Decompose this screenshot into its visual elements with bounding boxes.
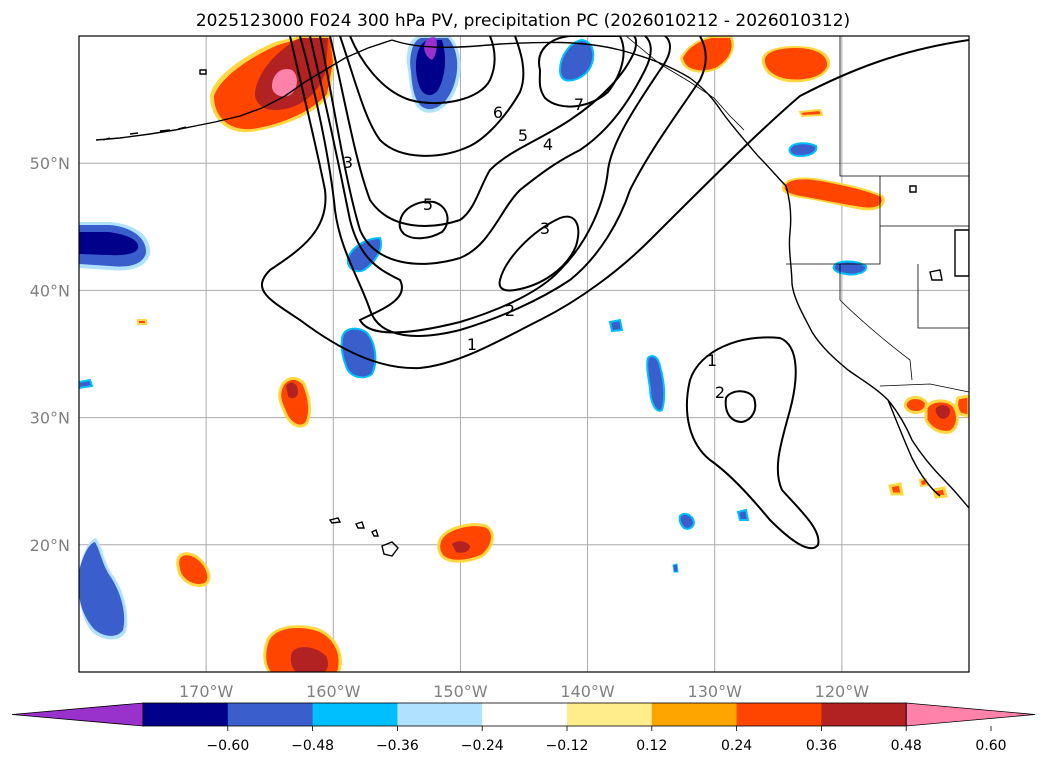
precip-negative-area xyxy=(678,513,696,530)
colorbar-extend-min xyxy=(11,702,144,727)
pv-contour-line xyxy=(329,36,638,227)
precip-negative-area xyxy=(736,508,750,521)
colorbar-tick-label: 0.12 xyxy=(636,738,667,754)
precip-positive-area xyxy=(272,68,297,97)
colorbar-tick-label: −0.12 xyxy=(546,738,589,754)
graticule xyxy=(79,36,969,672)
colorbar-swatch xyxy=(312,703,398,726)
pv-contour-line xyxy=(724,390,757,424)
longitude-tick-label: 160°W xyxy=(306,682,361,701)
pv-contour-label: 5 xyxy=(423,195,433,214)
longitude-tick-label: 150°W xyxy=(433,682,488,701)
colorbar-tick-label: 0.36 xyxy=(806,738,837,754)
longitude-tick-label: 140°W xyxy=(560,682,615,701)
precip-negative-area xyxy=(79,378,94,390)
precip-positive-area xyxy=(286,382,298,399)
latitude-tick-label: 20°N xyxy=(30,536,70,555)
precip-negative-area xyxy=(79,232,139,256)
pv-contour-line xyxy=(260,36,969,370)
precip-negative-area xyxy=(672,563,679,573)
precip-positive-area xyxy=(176,552,211,588)
pv-contour-label: 1 xyxy=(707,351,717,370)
pv-contour-label: 3 xyxy=(343,153,353,172)
pv-contour-label: 2 xyxy=(715,383,725,402)
pv-contour-line xyxy=(538,36,625,108)
precip-positive-area xyxy=(935,405,950,419)
latitude-tick-label: 50°N xyxy=(30,154,70,173)
pv-contour-label: 4 xyxy=(543,135,553,154)
colorbar-swatch xyxy=(143,703,229,726)
latitude-tick-label: 30°N xyxy=(30,409,70,428)
pv-contour-label: 1 xyxy=(467,335,477,354)
precip-positive-area xyxy=(683,38,732,71)
precip-positive-area xyxy=(764,48,828,80)
colorbar-swatch xyxy=(227,703,314,726)
pv-contour-label: 5 xyxy=(518,126,528,145)
precip-negative-area xyxy=(424,37,437,60)
colorbar-tick-label: 0.24 xyxy=(721,738,752,754)
precip-positive-area xyxy=(137,319,147,325)
colorbar-outline xyxy=(142,702,907,727)
pv-contour-label: 7 xyxy=(574,95,584,114)
precip-negative-area xyxy=(340,327,377,379)
pv-contour-line xyxy=(398,200,449,240)
colorbar-tick-label: 0.60 xyxy=(975,738,1006,754)
longitude-tick-label: 120°W xyxy=(815,682,870,701)
colorbar-extend-max xyxy=(905,702,1036,727)
longitude-tick-label: 130°W xyxy=(688,682,743,701)
longitude-tick-label: 170°W xyxy=(179,682,234,701)
pv-contour-line xyxy=(339,36,525,157)
longitude-labels: 170°W 160°W 150°W 140°W 130°W 120°W xyxy=(179,682,869,701)
precip-negative-area xyxy=(832,260,868,276)
pv-contour-line xyxy=(349,36,496,104)
map-frame xyxy=(78,35,970,673)
precip-positive-area xyxy=(888,482,904,496)
precip-negative-area xyxy=(788,142,818,158)
precip-negative-area xyxy=(79,542,125,636)
pv-contours: 7 6 5 4 3 5 3 2 1 1 2 xyxy=(260,36,969,550)
colorbar-swatch xyxy=(651,703,738,726)
precip-negative-area xyxy=(608,318,624,333)
map-title: 2025123000 F024 300 hPa PV, precipitatio… xyxy=(196,11,850,31)
pv-contour-line xyxy=(686,336,820,550)
colorbar-swatch xyxy=(482,703,568,726)
colorbar-tick-label: −0.60 xyxy=(206,738,249,754)
latitude-labels: 50°N 40°N 30°N 20°N xyxy=(30,154,70,555)
colorbar-tick-label: −0.48 xyxy=(291,738,334,754)
precip-positive-area xyxy=(798,108,824,118)
precip-negative-area xyxy=(558,38,595,82)
pv-contour-label: 3 xyxy=(540,219,550,238)
map-area xyxy=(79,36,969,672)
colorbar-swatch xyxy=(821,703,907,726)
precip-positive-area xyxy=(903,396,928,414)
precip-positive-area xyxy=(290,647,329,672)
colorbar-swatch xyxy=(567,703,653,726)
colorbar-tick-label: −0.24 xyxy=(461,738,504,754)
precip-negative-area xyxy=(416,40,446,96)
colorbar-tick-label: −0.36 xyxy=(376,738,419,754)
pv-contour-label: 6 xyxy=(493,103,503,122)
precip-positive-area xyxy=(452,541,470,553)
pv-contour-line xyxy=(498,215,580,292)
precip-positive-area xyxy=(955,394,969,418)
colorbar-swatch xyxy=(736,703,822,726)
pv-contour-label: 2 xyxy=(505,301,515,320)
pv-contour-line xyxy=(319,36,652,265)
precip-positive-area xyxy=(784,179,882,208)
latitude-tick-label: 40°N xyxy=(30,281,70,300)
precip-anomaly-shading xyxy=(79,36,969,672)
colorbar: −0.60 −0.48 −0.36 −0.24 −0.12 0.12 0.24 0.36 0.4… xyxy=(11,702,1036,754)
colorbar-tick-label: 0.48 xyxy=(891,738,922,754)
precip-negative-area xyxy=(646,355,666,412)
precip-positive-area xyxy=(932,486,948,499)
colorbar-swatch xyxy=(397,703,483,726)
pv-contour-line xyxy=(309,36,671,334)
pv-contour-line xyxy=(299,36,707,337)
